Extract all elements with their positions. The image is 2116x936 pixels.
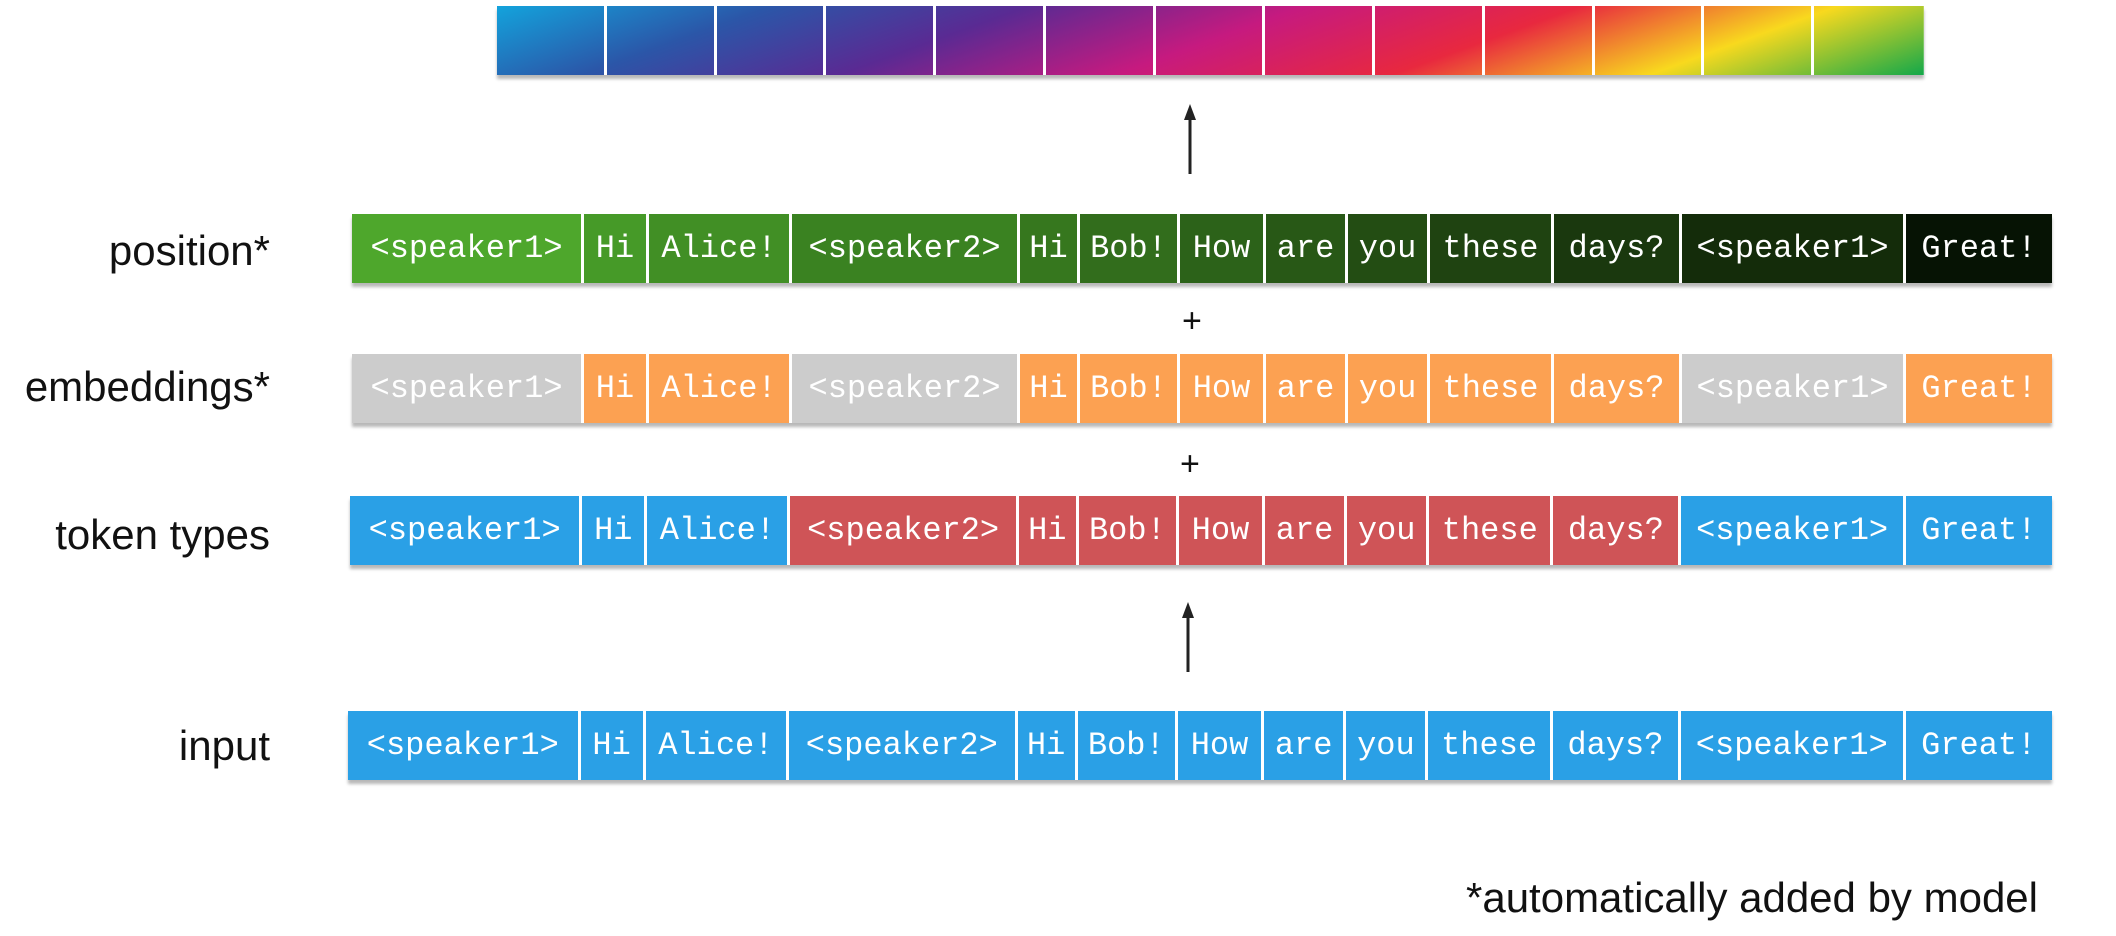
arrow-up-icon — [1184, 104, 1196, 174]
output-embedding-cell — [1155, 6, 1266, 75]
token-cell: Bob! — [1077, 711, 1178, 780]
token-cell: Bob! — [1080, 354, 1180, 423]
token-cell: <speaker1> — [1681, 711, 1906, 780]
output-embedding-cell — [1484, 6, 1595, 75]
token-cell: these — [1430, 214, 1554, 283]
token-cell: Great! — [1906, 214, 2052, 283]
output-embedding-cell — [497, 6, 607, 75]
token-cell: Bob! — [1078, 496, 1179, 565]
plus-sign: + — [1180, 445, 1200, 483]
token-cell: Hi — [1018, 496, 1079, 565]
token-cell: Hi — [1020, 354, 1080, 423]
token-cell: Bob! — [1080, 214, 1180, 283]
token-cell: Hi — [584, 354, 649, 423]
output-embedding-cell — [936, 6, 1046, 75]
token-cell: days? — [1552, 711, 1682, 780]
token-cell: <speaker1> — [352, 354, 584, 423]
position-label: position* — [108, 227, 270, 274]
token-cell: you — [1346, 711, 1429, 780]
token-cell: Alice! — [649, 214, 792, 283]
output-embedding-cell — [1814, 6, 1924, 75]
token-types-row: <speaker1> Hi Alice! <speaker2> Hi Bob! How are… — [350, 496, 2052, 565]
token-cell: <speaker2> — [790, 496, 1019, 565]
output-embedding-cell — [1704, 6, 1815, 75]
token-cell: Great! — [1905, 711, 2052, 780]
arrow-up-icon — [1182, 602, 1194, 672]
token-cell: these — [1430, 354, 1554, 423]
token-types-label: token types — [55, 511, 270, 558]
token-cell: Hi — [584, 214, 649, 283]
output-embedding-bar — [497, 6, 1924, 75]
output-embedding-cell — [716, 6, 827, 75]
token-cell: Alice! — [645, 711, 789, 780]
input-row: <speaker1> Hi Alice! <speaker2> Hi Bob! How are… — [348, 711, 2052, 780]
token-cell: you — [1348, 214, 1430, 283]
token-cell: are — [1265, 496, 1348, 565]
token-cell: <speaker1> — [350, 496, 583, 565]
token-cell: <speaker1> — [1681, 496, 1906, 565]
token-cell: Great! — [1905, 496, 2052, 565]
token-cell: How — [1177, 711, 1265, 780]
output-embedding-cell — [1375, 6, 1485, 75]
token-cell: <speaker1> — [352, 214, 584, 283]
token-cell: Hi — [1017, 711, 1078, 780]
token-cell: are — [1264, 711, 1347, 780]
token-cell: <speaker1> — [1682, 354, 1906, 423]
embeddings-label: embeddings* — [24, 363, 270, 410]
token-cell: Great! — [1906, 354, 2052, 423]
token-cell: days? — [1553, 496, 1682, 565]
token-cell: are — [1266, 214, 1348, 283]
token-cell: Hi — [580, 711, 646, 780]
output-embedding-cell — [1265, 6, 1376, 75]
token-cell: Hi — [582, 496, 648, 565]
token-cell: <speaker2> — [789, 711, 1018, 780]
token-cell: Hi — [1020, 214, 1080, 283]
token-cell: <speaker1> — [1682, 214, 1906, 283]
output-embedding-cell — [826, 6, 937, 75]
output-embedding-cell — [606, 6, 717, 75]
token-cell: How — [1180, 354, 1266, 423]
position-row: <speaker1> Hi Alice! <speaker2> Hi Bob! How are… — [352, 214, 2052, 283]
token-cell: Alice! — [647, 496, 791, 565]
token-cell: How — [1178, 496, 1266, 565]
plus-sign: + — [1182, 302, 1202, 340]
footnote: *automatically added by model — [1465, 874, 2038, 921]
input-label: input — [178, 722, 270, 769]
token-cell: How — [1180, 214, 1266, 283]
token-cell: <speaker2> — [792, 354, 1020, 423]
token-cell: <speaker1> — [348, 711, 581, 780]
token-cell: are — [1266, 354, 1348, 423]
token-cell: days? — [1554, 354, 1682, 423]
output-embedding-cell — [1594, 6, 1705, 75]
token-cell: you — [1348, 354, 1430, 423]
token-cell: you — [1347, 496, 1430, 565]
embeddings-row: <speaker1> Hi Alice! <speaker2> Hi Bob! How are… — [352, 354, 2052, 423]
token-cell: <speaker2> — [792, 214, 1020, 283]
token-cell: these — [1429, 496, 1554, 565]
token-cell: these — [1428, 711, 1553, 780]
token-cell: Alice! — [649, 354, 792, 423]
token-cell: days? — [1554, 214, 1682, 283]
output-embedding-cell — [1045, 6, 1156, 75]
